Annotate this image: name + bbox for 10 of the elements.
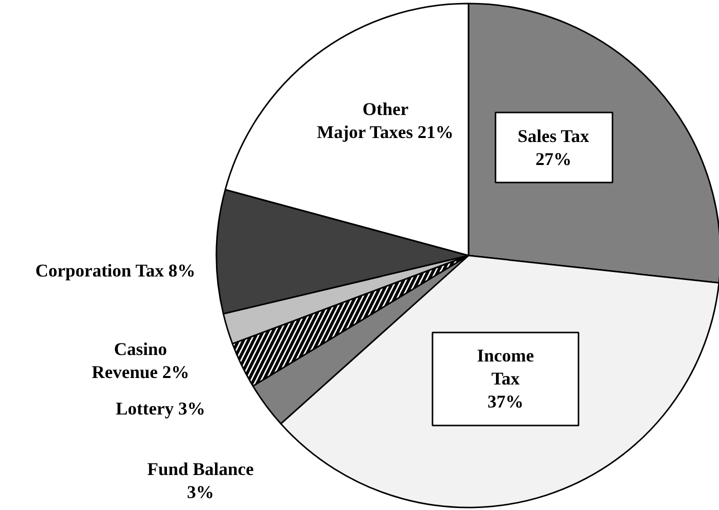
data-label: 3% — [187, 482, 214, 502]
data-label: 37% — [488, 392, 524, 412]
slice-label: Sales Tax — [518, 126, 590, 146]
slice-label: Fund Balance — [147, 459, 254, 479]
data-label: 27% — [536, 149, 572, 169]
slice-label: Other Major Taxes 21% — [316, 99, 454, 142]
slice-label: Lottery 3% — [116, 398, 206, 418]
slice-label: Corporation Tax 8% — [35, 260, 196, 280]
slice-label: Income Tax — [477, 346, 534, 388]
slice-label: Casino Revenue 2% — [92, 339, 190, 382]
